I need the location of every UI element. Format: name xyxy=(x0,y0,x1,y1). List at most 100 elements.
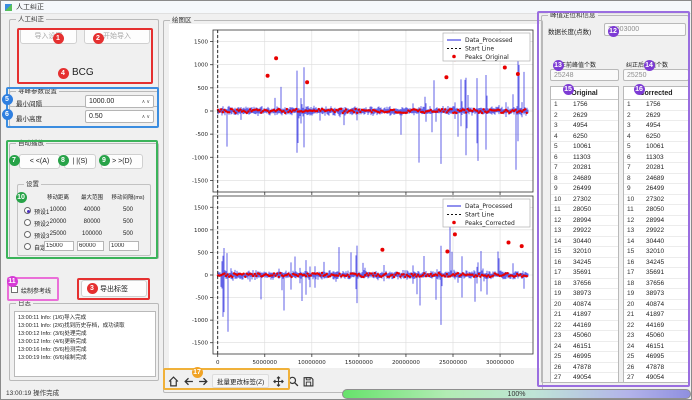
peak-row[interactable]: 2244169 xyxy=(551,321,618,332)
peak-row[interactable]: 11756 xyxy=(624,100,688,111)
peak-row[interactable]: 2546995 xyxy=(624,352,688,363)
preset-custom-radio[interactable] xyxy=(24,243,31,250)
peak-index: 14 xyxy=(624,238,640,245)
peak-row[interactable]: 1430440 xyxy=(551,237,618,248)
home-icon[interactable] xyxy=(167,375,179,387)
peak-row[interactable]: 2647878 xyxy=(624,363,688,374)
zoom-icon[interactable] xyxy=(287,375,299,387)
peak-value: 20281 xyxy=(640,164,688,171)
spin-arrows-icon[interactable]: ∧∨ xyxy=(142,99,153,105)
autoplay-next-button[interactable]: > >(D) xyxy=(101,154,143,169)
peak-marker xyxy=(444,75,448,79)
peak-row[interactable]: 611303 xyxy=(551,153,618,164)
peak-row[interactable]: 22629 xyxy=(551,111,618,122)
autoplay-prev-button[interactable]: < <(A) xyxy=(19,154,60,169)
peak-index: 10 xyxy=(551,196,567,203)
peak-row[interactable]: 1329922 xyxy=(624,226,688,237)
forward-arrow-icon[interactable] xyxy=(197,375,209,387)
custom-range-input[interactable] xyxy=(77,241,104,251)
min-interval-spinbox[interactable]: 1000.00 ∧∨ xyxy=(85,95,154,108)
batch-edit-labels-button[interactable]: 批量更改标签(Z) xyxy=(212,374,269,388)
peak-row[interactable]: 1532010 xyxy=(624,247,688,258)
peak-row[interactable]: 22629 xyxy=(624,111,688,122)
peak-index: 27 xyxy=(624,374,640,381)
peak-value: 6250 xyxy=(567,133,618,140)
custom-distance-input[interactable] xyxy=(44,241,74,251)
peak-row[interactable]: 2546995 xyxy=(551,352,618,363)
peak-row[interactable]: 510061 xyxy=(624,142,688,153)
import-settings-button[interactable]: 导入设置 xyxy=(20,28,77,44)
corrected-peaks-table[interactable]: Corrected 117562262934954462505100616113… xyxy=(623,86,689,383)
peak-row[interactable]: 1228994 xyxy=(624,216,688,227)
peak-row[interactable]: 1837656 xyxy=(624,279,688,290)
preset1-radio[interactable] xyxy=(24,207,31,214)
peak-row[interactable]: 2446151 xyxy=(551,342,618,353)
peak-row[interactable]: 1128050 xyxy=(551,205,618,216)
peak-row[interactable]: 1228994 xyxy=(551,216,618,227)
peak-row[interactable]: 1634245 xyxy=(624,258,688,269)
pan-icon[interactable] xyxy=(272,375,284,387)
log-group: 日志 13:00:11 Info: (1/6)导入完成13:00:11 Info… xyxy=(9,303,159,381)
peak-row[interactable]: 510061 xyxy=(551,142,618,153)
peak-row[interactable]: 2040874 xyxy=(624,300,688,311)
peak-row[interactable]: 1634245 xyxy=(551,258,618,269)
peak-row[interactable]: 1430440 xyxy=(624,237,688,248)
peak-row[interactable]: 2345060 xyxy=(624,331,688,342)
peak-row[interactable]: 2345060 xyxy=(551,331,618,342)
svg-text:5000000: 5000000 xyxy=(253,360,278,366)
peak-row[interactable]: 2446151 xyxy=(624,342,688,353)
signal-charts[interactable]: -1500-1000-500050010001500Data_Processed… xyxy=(169,24,540,368)
peak-value: 1756 xyxy=(567,101,618,108)
peak-row[interactable]: 2040874 xyxy=(551,300,618,311)
peak-row[interactable]: 1128050 xyxy=(624,205,688,216)
export-labels-button[interactable]: 导出标签 xyxy=(81,280,147,297)
peak-row[interactable]: 611303 xyxy=(624,153,688,164)
peak-row[interactable]: 1938973 xyxy=(624,289,688,300)
spin-arrows-icon[interactable]: ∧∨ xyxy=(142,114,153,120)
peak-row[interactable]: 1027302 xyxy=(624,195,688,206)
save-icon[interactable] xyxy=(302,375,314,387)
peak-row[interactable]: 1837656 xyxy=(551,279,618,290)
min-height-spinbox[interactable]: 0.50 ∧∨ xyxy=(85,110,154,123)
peak-row[interactable]: 46250 xyxy=(624,132,688,143)
peak-row[interactable]: 1938973 xyxy=(551,289,618,300)
log-view[interactable]: 13:00:11 Info: (1/6)导入完成13:00:11 Info: (… xyxy=(14,311,156,377)
peak-row[interactable]: 926499 xyxy=(551,184,618,195)
preset3-radio[interactable] xyxy=(24,231,31,238)
peak-index: 3 xyxy=(551,122,567,129)
peak-row[interactable]: 720281 xyxy=(624,163,688,174)
draw-reference-checkbox[interactable] xyxy=(11,286,18,293)
peak-row[interactable]: 824689 xyxy=(624,174,688,185)
peak-row[interactable]: 720281 xyxy=(551,163,618,174)
start-import-button[interactable]: 开始导入 xyxy=(84,28,150,44)
peak-value: 32010 xyxy=(640,248,688,255)
original-peaks-table[interactable]: Original 1175622629349544625051006161130… xyxy=(550,86,619,383)
peak-row[interactable]: 34954 xyxy=(624,121,688,132)
peak-row[interactable]: 34954 xyxy=(551,121,618,132)
peak-row[interactable]: 926499 xyxy=(624,184,688,195)
peak-row[interactable]: 11756 xyxy=(551,100,618,111)
peak-row[interactable]: 2244169 xyxy=(624,321,688,332)
peak-value: 40874 xyxy=(640,301,688,308)
preset2-radio[interactable] xyxy=(24,219,31,226)
peak-value: 46995 xyxy=(567,353,618,360)
custom-interval-input[interactable] xyxy=(109,241,139,251)
min-interval-label: 最小间隔 xyxy=(16,98,42,108)
peak-index: 7 xyxy=(624,164,640,171)
peak-row[interactable]: 2647878 xyxy=(551,363,618,374)
peak-row[interactable]: 2141897 xyxy=(624,310,688,321)
peak-row[interactable]: 1532010 xyxy=(551,247,618,258)
peak-row[interactable]: 1735691 xyxy=(551,268,618,279)
peak-row[interactable]: 1027302 xyxy=(551,195,618,206)
peak-row[interactable]: 1735691 xyxy=(624,268,688,279)
peak-row[interactable]: 1329922 xyxy=(551,226,618,237)
peak-row[interactable]: 2141897 xyxy=(551,310,618,321)
peak-row[interactable]: 46250 xyxy=(551,132,618,143)
peak-row[interactable]: 824689 xyxy=(551,174,618,185)
peak-row[interactable]: 2749054 xyxy=(624,373,688,383)
signal-type-label: BCG xyxy=(72,67,94,78)
peak-marker xyxy=(380,248,384,252)
peak-row[interactable]: 2749054 xyxy=(551,373,618,383)
autoplay-pause-button[interactable]: | |(S) xyxy=(64,154,96,169)
back-arrow-icon[interactable] xyxy=(182,375,194,387)
